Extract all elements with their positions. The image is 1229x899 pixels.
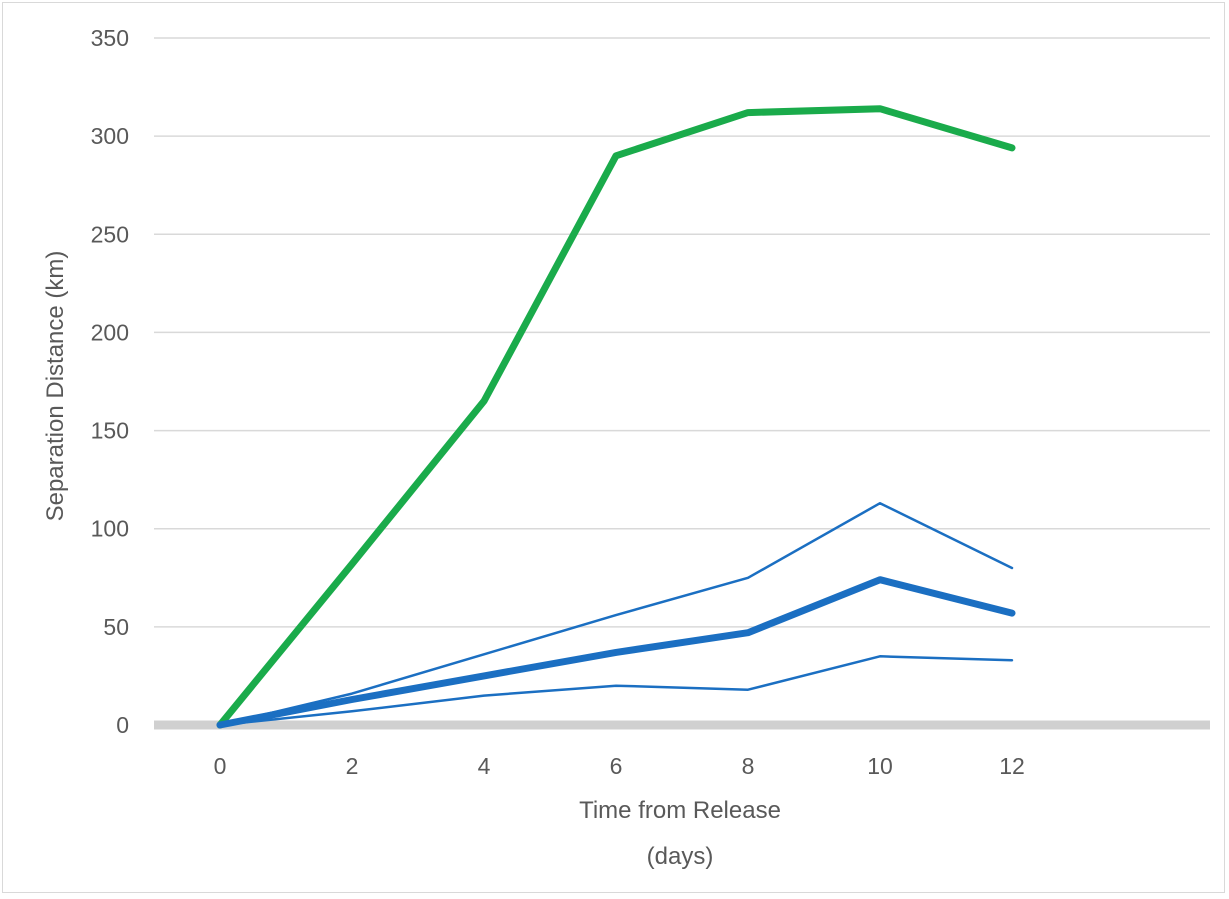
x-axis-label-line-1: Time from Release	[579, 797, 781, 824]
data-series	[216, 105, 1016, 729]
y-tick-label: 100	[91, 516, 129, 542]
x-tick-label: 0	[214, 753, 227, 779]
series-line-2	[218, 501, 1014, 727]
y-tick-label: 300	[91, 123, 129, 149]
x-tick-label: 6	[610, 753, 623, 779]
y-tick-label: 250	[91, 221, 129, 247]
y-tick-label: 200	[91, 319, 129, 345]
gridlines	[154, 37, 1210, 730]
series-line-3	[216, 576, 1016, 729]
line-chart: 0 50 100 150 200 250 300 350 0 2 4 6 8 10 12 Separati…	[42, 25, 1210, 870]
y-tick-label: 0	[116, 712, 129, 738]
x-tick-label: 10	[867, 753, 893, 779]
x-axis-ticks: 0 2 4 6 8 10 12	[214, 753, 1025, 779]
y-axis-ticks: 0 50 100 150 200 250 300 350	[91, 25, 129, 738]
y-tick-label: 50	[103, 614, 129, 640]
x-tick-label: 2	[346, 753, 359, 779]
series-line-1	[216, 105, 1016, 729]
x-tick-label: 8	[742, 753, 755, 779]
x-axis-label-line-2: (days)	[647, 843, 714, 870]
series-line-4	[218, 655, 1014, 727]
y-axis-label: Separation Distance (km)	[42, 251, 69, 522]
y-tick-label: 150	[91, 418, 129, 444]
x-tick-label: 4	[478, 753, 491, 779]
x-tick-label: 12	[999, 753, 1025, 779]
y-tick-label: 350	[91, 25, 129, 51]
